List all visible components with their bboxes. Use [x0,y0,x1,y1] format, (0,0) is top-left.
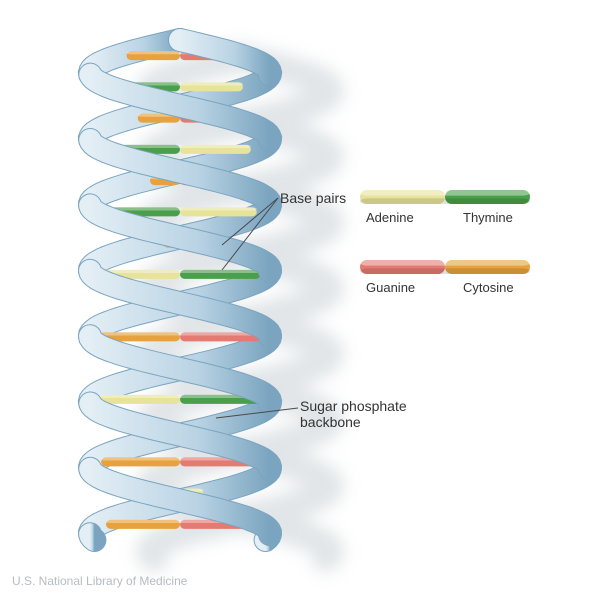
diagram-stage: Base pairs Sugar phosphatebackbone Adeni… [0,0,600,600]
legend-cytosine-label: Cytosine [463,280,514,295]
legend-adenine-label: Adenine [366,210,414,225]
label-backbone: Sugar phosphatebackbone [300,398,407,430]
legend-bar [360,190,530,204]
legend-bar [360,260,530,274]
legend-guanine-label: Guanine [366,280,415,295]
label-base-pairs: Base pairs [280,190,346,206]
dna-svg [0,0,600,600]
credit-text: U.S. National Library of Medicine [12,574,187,588]
legend-thymine-label: Thymine [463,210,513,225]
strand-a [90,534,94,540]
